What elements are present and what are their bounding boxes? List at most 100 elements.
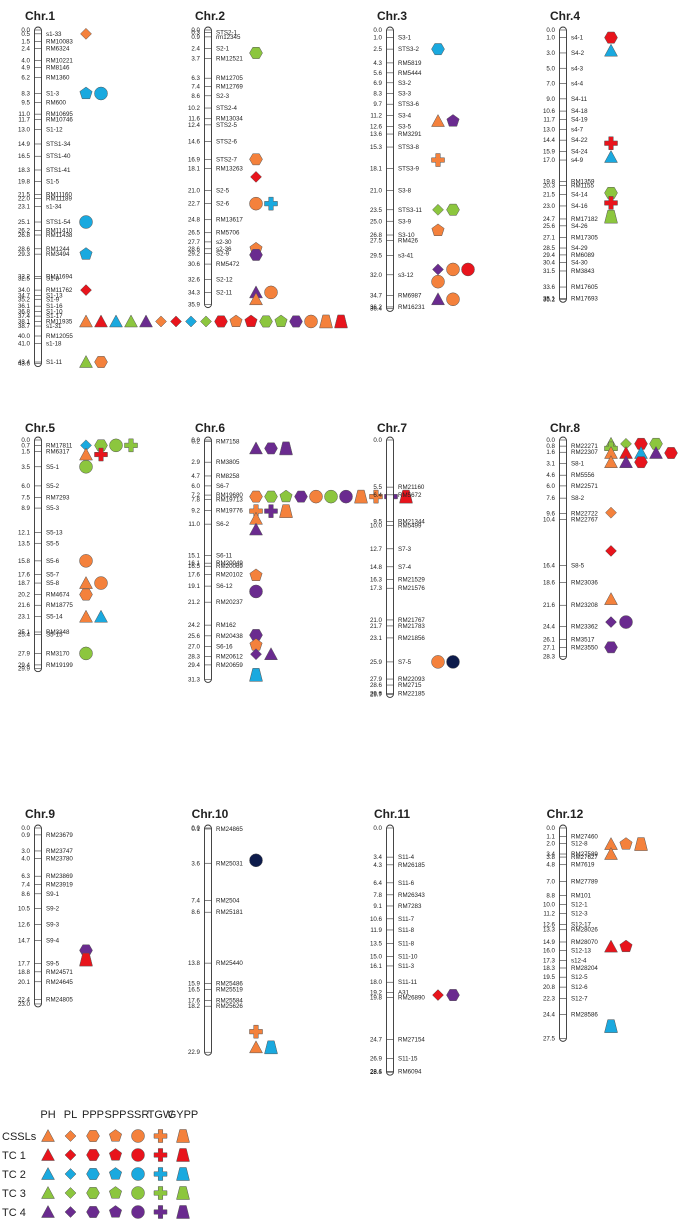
- legend-circle-tc4: [131, 1205, 145, 1219]
- qtl-circle-cssls: [431, 274, 445, 289]
- marker-position: 17.6: [18, 572, 31, 579]
- legend-row-label: TC 3: [2, 1188, 26, 1200]
- marker-name: S3-8: [398, 188, 412, 195]
- marker-position: 29.4: [543, 252, 556, 259]
- marker-name: RM11410: [46, 227, 73, 234]
- marker-position: 3.7: [191, 55, 200, 62]
- qtl-circle-tc4: [339, 489, 353, 504]
- marker-name: RM24805: [46, 996, 73, 1003]
- marker-name: S4-19: [571, 117, 588, 124]
- marker-name: RM11762: [46, 287, 73, 294]
- marker-name: RM5444: [398, 70, 422, 77]
- qtl-cross-tc2: [264, 196, 278, 211]
- marker-name: S5-5: [46, 540, 60, 547]
- marker-position: 4.9: [21, 64, 30, 71]
- legend-cross-tc3: [153, 1186, 168, 1200]
- marker-position: 10.5: [18, 905, 31, 912]
- marker-position: 6.4: [373, 880, 382, 887]
- marker-position: 18.8: [18, 969, 31, 976]
- marker-position: 6.3: [21, 873, 30, 880]
- legend-column-header: PH: [40, 1109, 55, 1121]
- marker-position: 14.9: [18, 141, 31, 148]
- marker-name: RM5706: [216, 230, 240, 237]
- marker-position: 33.6: [543, 284, 556, 291]
- marker-position: 24.7: [543, 216, 556, 223]
- marker-position: 7.2: [191, 492, 200, 499]
- legend-row-label: TC 4: [2, 1207, 26, 1219]
- chromosome-bar: [386, 824, 394, 1076]
- marker-name: STS2-7: [216, 156, 238, 163]
- marker-name: RM24865: [216, 826, 243, 833]
- qtl-circle-tc2: [79, 215, 93, 229]
- marker-position: 24.4: [543, 624, 556, 631]
- qtl-circle-cssls: [431, 655, 445, 669]
- marker-name: S11-6: [398, 880, 415, 887]
- marker-name: RM23679: [46, 832, 73, 839]
- marker-name: RM26185: [398, 862, 425, 869]
- marker-position: 0.0: [373, 825, 382, 832]
- qtl-triangle-tc4: [249, 441, 263, 455]
- marker-position: 14.8: [370, 564, 383, 571]
- marker-position: 12.6: [18, 921, 31, 928]
- marker-position: 0.2: [191, 439, 200, 446]
- marker-position: 20.8: [543, 984, 556, 991]
- marker-name: RM28026: [571, 927, 598, 934]
- marker-name: S3-10: [398, 232, 415, 239]
- qtl-diamond-tc1: [605, 545, 617, 557]
- marker-name: RM1244: [46, 246, 70, 253]
- qtl-diamond-tc3: [200, 315, 212, 328]
- marker-name: S5-2: [46, 483, 60, 490]
- marker-position: 12.1: [18, 530, 31, 537]
- qtl-hexagon-tc1: [664, 447, 678, 459]
- marker-position: 8.3: [373, 90, 382, 97]
- marker-name: RM17182: [571, 216, 598, 223]
- qtl-hexagon-tc1: [634, 437, 648, 450]
- marker-name: s4-1: [571, 35, 584, 42]
- marker-name: RM18775: [46, 602, 73, 609]
- marker-name: S7-4: [398, 564, 412, 571]
- marker-position: 29.6: [370, 691, 383, 698]
- marker-name: RM2715: [398, 682, 422, 689]
- qtl-diamond-tc4: [250, 648, 262, 661]
- marker-position: 6.2: [21, 74, 30, 81]
- legend-triangle-tc1: [41, 1147, 55, 1161]
- marker-position: 16.5: [18, 153, 31, 160]
- marker-position: 6.0: [21, 483, 30, 490]
- marker-name: S4-30: [571, 260, 588, 267]
- marker-position: 40.0: [18, 333, 31, 340]
- qtl-triangle-tc3: [124, 314, 138, 328]
- marker-name: RM20102: [216, 572, 243, 579]
- marker-position: 16.1: [370, 963, 383, 970]
- marker-position: 32.0: [370, 272, 383, 279]
- marker-position: 26.8: [18, 232, 31, 239]
- marker-name: S1-16: [46, 303, 63, 310]
- marker-name: RM25519: [216, 987, 243, 994]
- marker-position: 17.3: [370, 585, 383, 592]
- marker-position: 10.0: [543, 902, 556, 909]
- qtl-circle-tc2: [94, 86, 108, 101]
- marker-position: 1.1: [546, 833, 555, 840]
- marker-position: 22.0: [18, 195, 31, 202]
- marker-name: RM11935: [46, 318, 73, 325]
- legend-cross-tc4: [153, 1205, 168, 1219]
- marker-name: RM3517: [571, 637, 595, 644]
- marker-position: 22.3: [543, 996, 556, 1003]
- marker-position: 24.8: [188, 217, 201, 224]
- marker-position: 17.7: [18, 960, 31, 967]
- qtl-trapezoid-cssls: [279, 504, 293, 518]
- marker-position: 4.8: [546, 862, 555, 869]
- marker-name: S3-4: [398, 113, 412, 120]
- marker-name: S4-11: [571, 96, 588, 103]
- qtl-hexagon-tc3: [604, 187, 618, 199]
- qtl-hexagon-cssls: [249, 153, 263, 166]
- marker-position: 9.1: [373, 903, 382, 910]
- marker-position: 22.9: [188, 1049, 201, 1056]
- legend-pentagon-tc2: [109, 1167, 122, 1180]
- marker-position: 0.0: [191, 27, 200, 34]
- marker-name: S1-12: [46, 126, 63, 133]
- marker-position: 30.4: [543, 260, 556, 267]
- marker-name: S2-3: [216, 93, 230, 100]
- qtl-trapezoid-tc2: [604, 1019, 618, 1033]
- marker-position: 36.2: [370, 304, 383, 311]
- marker-name: RM20069: [216, 563, 243, 570]
